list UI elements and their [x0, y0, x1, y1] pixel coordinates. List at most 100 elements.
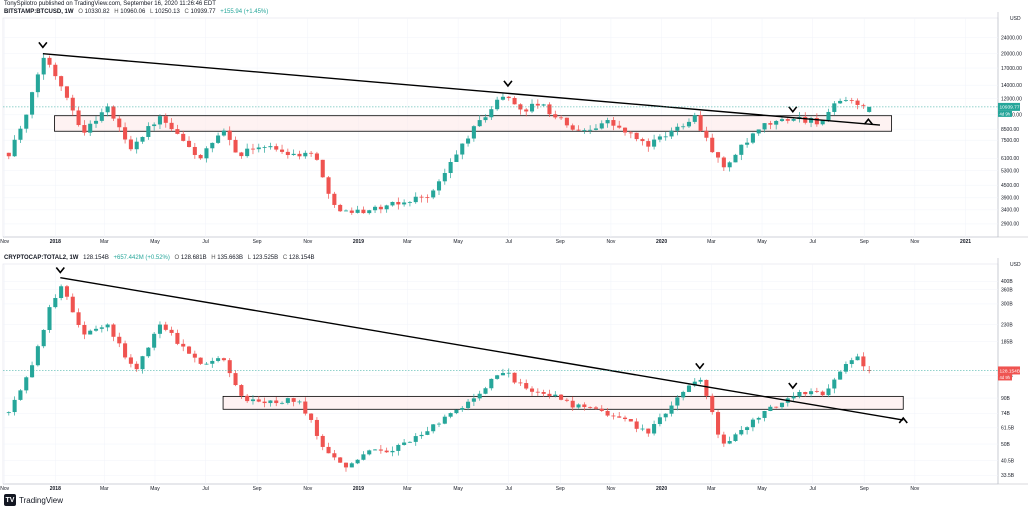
candle-body: [326, 446, 331, 454]
candle-body: [134, 363, 139, 370]
last-price-tag: [998, 366, 1020, 375]
candle-body: [622, 417, 628, 420]
range-box[interactable]: [222, 395, 904, 410]
y-tick-label: 40.5B: [1001, 458, 1015, 464]
candle-body: [652, 139, 657, 147]
candle-body: [681, 391, 686, 398]
candle-body: [750, 419, 755, 428]
candle-body: [390, 201, 395, 206]
currency-label: USD: [1010, 16, 1021, 22]
candle-body: [553, 114, 558, 118]
trendline[interactable]: [60, 276, 904, 421]
candle-body: [529, 103, 535, 112]
btc-low-label: L: [150, 9, 154, 15]
candle-body: [419, 196, 424, 198]
candle-body: [169, 122, 174, 130]
candle-body: [123, 127, 128, 140]
candle-body: [82, 324, 87, 335]
candle-body: [233, 139, 238, 153]
candle-body: [163, 324, 168, 330]
candle-body: [779, 402, 785, 408]
btc-high-value: 10960.06: [120, 9, 146, 15]
top-marker-icon: [38, 41, 48, 49]
y-tick-label: 20000.00: [1001, 52, 1022, 58]
x-tick-label: May: [150, 239, 160, 245]
candle-body: [326, 177, 331, 194]
candle-body: [762, 123, 767, 130]
candle-body: [198, 357, 203, 364]
candle-body: [157, 116, 162, 125]
candle-body: [652, 424, 657, 434]
chart-panel-0[interactable]: USD 24000.00 20000.00 17000.00 14000.00 12000…: [0, 12, 1028, 245]
candle-body: [431, 424, 436, 432]
candle-body: [239, 152, 244, 157]
candle-body: [471, 398, 476, 402]
currency-label: USD: [1010, 262, 1021, 268]
candle-body: [675, 397, 680, 406]
candle-body: [192, 353, 197, 358]
total2-high-label: H: [211, 255, 216, 261]
candle-body: [314, 153, 319, 160]
candle-body: [745, 142, 750, 145]
candle-body: [268, 400, 273, 404]
candle-body: [849, 360, 854, 365]
candle-body: [175, 332, 180, 344]
candle-body: [448, 161, 453, 174]
candle-body: [535, 103, 540, 106]
trendline[interactable]: [42, 53, 881, 126]
chart-panel-1[interactable]: USD400B360B300B230B185B120B90B74B61.5B50…: [0, 258, 1028, 492]
top-marker-icon: [695, 362, 705, 370]
candle-body: [105, 106, 110, 113]
candle-body: [128, 357, 133, 364]
x-tick-label: Jul: [202, 239, 208, 245]
btc-open-label: O: [78, 9, 83, 15]
candle-body: [547, 104, 552, 115]
candle-body: [88, 330, 93, 335]
tradingview-footer[interactable]: TV TradingView: [4, 494, 63, 506]
candle-body: [210, 360, 215, 364]
candle-body: [297, 153, 302, 157]
candle-body: [146, 126, 151, 137]
candle-body: [384, 450, 389, 453]
candle-body: [541, 104, 546, 106]
candle-body: [460, 143, 465, 155]
candle-body: [477, 120, 482, 127]
x-tick-label: Jul: [506, 486, 512, 492]
candle-body: [134, 141, 139, 150]
candle-body: [867, 370, 872, 371]
candle-body: [582, 404, 587, 408]
candle-body: [6, 152, 11, 157]
candle-body: [570, 400, 575, 408]
y-tick-label: 74B: [1001, 411, 1011, 417]
candle-body: [18, 128, 23, 140]
candle-body: [146, 347, 151, 357]
candle-body: [280, 402, 285, 404]
candle-body: [576, 129, 581, 131]
publisher-line: TonySpilotro published on TradingView.co…: [4, 1, 216, 7]
candle-body: [657, 417, 662, 425]
y-tick-label: 5300.00: [1001, 169, 1019, 175]
x-tick-label: Sep: [253, 486, 262, 492]
total2-close-head: 128.154B: [83, 255, 109, 261]
candle-body: [285, 398, 290, 403]
candle-body: [721, 157, 726, 168]
last-price-tag: [998, 102, 1020, 111]
candle-body: [24, 114, 29, 129]
candle-body: [686, 385, 692, 392]
candle-body: [477, 393, 482, 399]
candle-body: [64, 86, 69, 98]
x-tick-label: Nov: [0, 486, 9, 492]
x-tick-label: Jul: [202, 486, 208, 492]
candle-body: [30, 92, 35, 115]
candle-body: [245, 148, 250, 157]
candle-body: [152, 124, 157, 127]
candle-body: [396, 444, 401, 451]
candle-body: [710, 395, 715, 413]
candle-body: [355, 209, 360, 213]
candle-body: [634, 421, 639, 429]
x-tick-label: 2018: [50, 239, 61, 245]
y-tick-label: 12000.00: [1001, 97, 1022, 103]
candle-body: [250, 399, 256, 402]
candle-body: [204, 363, 209, 365]
